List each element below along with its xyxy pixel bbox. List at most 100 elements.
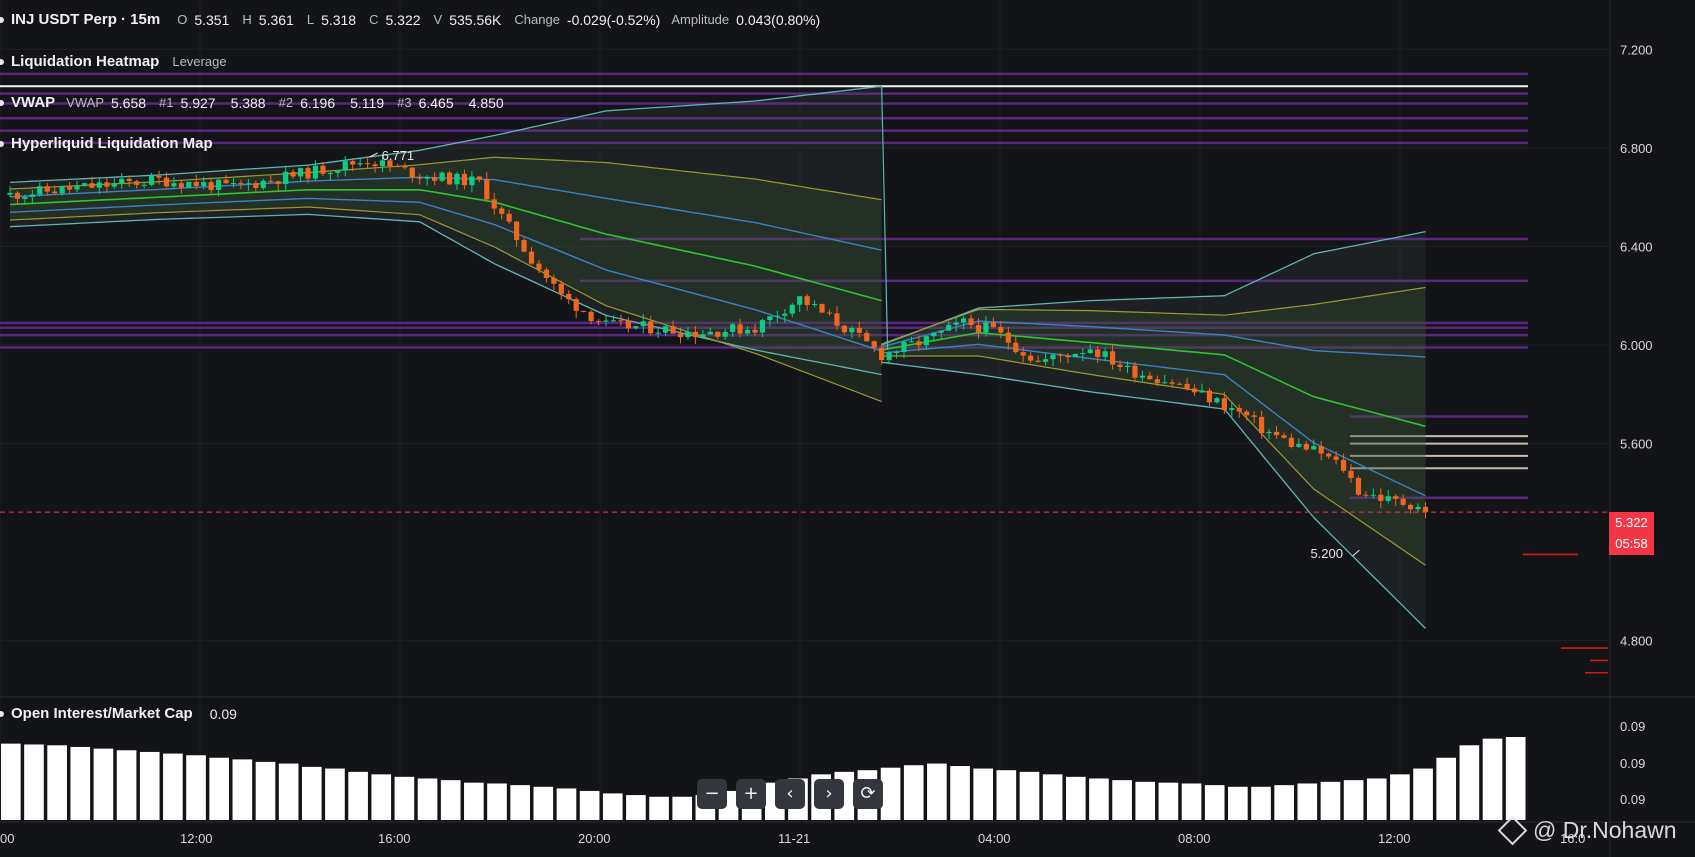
oi-bar xyxy=(626,795,646,820)
candle-body xyxy=(1132,365,1138,378)
candle-body xyxy=(491,199,497,209)
zoom-out-button[interactable]: − xyxy=(697,779,727,809)
ohlc-value-h: 5.361 xyxy=(258,11,294,28)
oi-bar xyxy=(116,750,137,820)
candle-body xyxy=(1199,390,1205,393)
candle-body xyxy=(417,177,423,179)
candle-body xyxy=(148,175,155,185)
candle-body xyxy=(901,341,907,352)
candle-body xyxy=(573,299,579,311)
candle-body xyxy=(163,177,170,187)
oi-bar xyxy=(1204,785,1225,820)
candle-body xyxy=(931,332,937,337)
chart-axes: 7.200 6.800 6.400 6.000 5.600 4.800 0.09 0.09 0.… xyxy=(0,42,1695,846)
candle-body xyxy=(439,172,445,181)
vwap-band-fill xyxy=(881,231,1426,629)
oi-bar xyxy=(1297,783,1318,820)
oi-bar xyxy=(556,788,577,820)
oi-bar xyxy=(301,766,322,820)
candle-body xyxy=(1035,360,1041,362)
oi-bar xyxy=(903,765,924,820)
candle-body xyxy=(1020,352,1026,356)
candle-body xyxy=(1042,359,1049,362)
vwap-line xyxy=(881,331,1426,428)
ohlc-key-l: L xyxy=(306,11,315,27)
oi-bar xyxy=(255,761,276,820)
candle-body xyxy=(230,182,237,184)
candle-body xyxy=(1296,443,1302,447)
vwap-bands xyxy=(9,85,1426,629)
candle-body xyxy=(595,321,602,323)
candle-body xyxy=(134,181,140,185)
candle-body xyxy=(1318,446,1324,454)
vwap-legend[interactable]: VWAP VWAP 5.658 #1 5.927 5.388 #2 6.196 … xyxy=(0,94,504,111)
ohlc-value-v: 535.56K xyxy=(449,11,502,28)
candle-body xyxy=(663,326,669,333)
oi-bar xyxy=(1135,781,1156,820)
candle-body xyxy=(871,341,877,348)
scroll-back-button[interactable]: ‹ xyxy=(775,779,805,809)
oi-title[interactable]: Open Interest/Market Cap xyxy=(11,705,193,722)
candle-body xyxy=(1244,411,1250,416)
hyperliquid-title[interactable]: Hyperliquid Liquidation Map xyxy=(11,135,213,152)
oi-bar xyxy=(950,766,970,820)
heatmap-legend[interactable]: Liquidation Heatmap Leverage xyxy=(0,53,227,70)
hyperliquid-legend[interactable]: Hyperliquid Liquidation Map xyxy=(0,135,213,152)
vwap-band3-lower xyxy=(9,213,882,376)
oi-bar xyxy=(70,746,91,820)
candle-body xyxy=(514,221,520,241)
vwap-label: VWAP xyxy=(66,95,104,110)
ohlc-value-l: 5.318 xyxy=(321,11,357,28)
oi-bar xyxy=(394,776,415,820)
candle-body xyxy=(975,325,982,333)
candle-body xyxy=(1005,332,1011,343)
candle-body xyxy=(268,180,274,182)
candle-body xyxy=(1355,477,1362,495)
oi-legend[interactable]: Open Interest/Market Cap 0.09 xyxy=(0,705,237,722)
price-axis-tick-label: 6.000 xyxy=(1620,338,1653,353)
candle-body xyxy=(402,166,408,168)
change-value: -0.029(-0.52%) xyxy=(566,11,661,28)
oi-bar xyxy=(1,743,21,820)
candle-body xyxy=(245,183,251,185)
heatmap-title[interactable]: Liquidation Heatmap xyxy=(11,53,160,70)
candle-body xyxy=(692,331,698,338)
candle-body xyxy=(879,347,885,361)
candle-body xyxy=(506,213,512,222)
oi-bar xyxy=(1482,738,1503,820)
candle-body xyxy=(290,171,296,177)
candle-body xyxy=(759,320,766,333)
candle-body xyxy=(983,322,989,333)
oi-bar xyxy=(47,745,67,820)
reset-chart-button[interactable]: ⟳ xyxy=(853,779,883,809)
candle-body xyxy=(893,351,900,353)
oi-bar xyxy=(232,759,253,820)
candle-body xyxy=(29,194,35,197)
candle-body xyxy=(14,192,21,199)
vwap-band3-upper xyxy=(9,85,882,184)
candle-body xyxy=(1378,494,1384,501)
vwap-band2-upper xyxy=(9,156,882,201)
scroll-forward-button[interactable]: › xyxy=(814,779,844,809)
oi-bar xyxy=(1413,768,1433,820)
legend-dot-icon xyxy=(0,140,4,147)
vwap-title[interactable]: VWAP xyxy=(11,94,56,111)
candle-body xyxy=(1154,379,1160,384)
candle-body xyxy=(938,330,944,333)
zoom-in-button[interactable]: + xyxy=(736,779,766,809)
candle-body xyxy=(178,183,184,188)
price-axis-tick-label: 4.800 xyxy=(1620,634,1653,649)
candle-body xyxy=(320,165,326,174)
legend-dot-icon xyxy=(0,16,4,23)
oi-bar xyxy=(973,768,994,820)
oi-bar xyxy=(1019,771,1040,820)
symbol-title[interactable]: INJ USDT Perp · 15m xyxy=(11,11,161,28)
candle-body xyxy=(357,163,363,165)
candle-body xyxy=(737,324,743,334)
vwap-band-fill xyxy=(10,86,882,375)
candle-body xyxy=(1117,364,1123,367)
candle-body xyxy=(655,332,661,334)
candle-body xyxy=(834,313,840,326)
time-axis-tick-label: 16:0 xyxy=(1560,831,1585,846)
